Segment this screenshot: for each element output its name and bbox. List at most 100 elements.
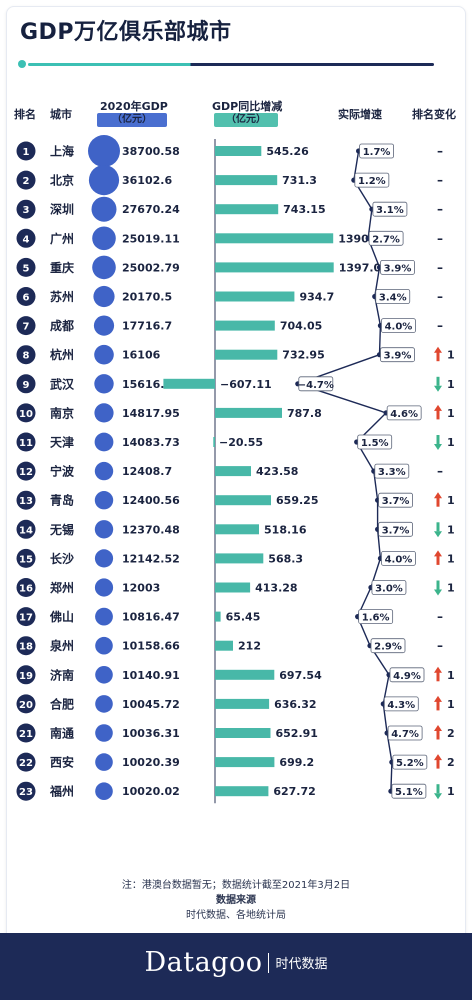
growth-label-box bbox=[381, 318, 416, 334]
rank-badge bbox=[16, 316, 36, 336]
arrow-up-icon bbox=[434, 346, 442, 353]
rank-change-none: – bbox=[437, 639, 443, 653]
gdp-bubble bbox=[94, 461, 114, 481]
change-bar bbox=[215, 262, 334, 273]
arrow-up-icon-stem bbox=[436, 352, 440, 362]
rank-badge bbox=[16, 490, 36, 510]
growth-value-label: −4.7% bbox=[298, 380, 334, 391]
change-bar bbox=[163, 378, 215, 389]
gdp-bubble bbox=[94, 432, 114, 452]
change-value-label: 934.7 bbox=[299, 291, 334, 304]
growth-label-box bbox=[380, 347, 415, 363]
gdp-value-label: 10020.02 bbox=[122, 785, 180, 798]
rank-change-value: 1 bbox=[447, 785, 455, 798]
footer-banner: Datagoo 时代数据 bbox=[0, 933, 472, 1000]
growth-label-box bbox=[372, 201, 408, 217]
rank-change-value: 1 bbox=[447, 669, 455, 682]
header-gdp: 2020年GDP bbox=[100, 100, 168, 113]
gdp-bubble bbox=[94, 344, 114, 365]
rank-badge bbox=[16, 287, 36, 306]
rank-change-none: – bbox=[437, 202, 443, 216]
city-name: 福州 bbox=[49, 784, 74, 799]
arrow-down-icon bbox=[434, 793, 442, 800]
city-name: 济南 bbox=[50, 667, 74, 682]
rank-change-value: 1 bbox=[447, 407, 455, 420]
arrow-down-icon-stem bbox=[436, 784, 440, 794]
city-name: 佛山 bbox=[49, 609, 74, 624]
rank-number: 13 bbox=[19, 496, 33, 507]
gdp-value-label: 12370.48 bbox=[122, 523, 180, 536]
rank-badge bbox=[16, 781, 36, 801]
city-name: 北京 bbox=[50, 173, 74, 188]
city-name: 宁波 bbox=[50, 464, 75, 479]
gdp-bubble bbox=[94, 374, 114, 394]
gdp-value-label: 10816.47 bbox=[122, 611, 180, 624]
change-bar bbox=[215, 146, 262, 156]
change-value-label: 659.25 bbox=[276, 494, 318, 507]
city-name: 西安 bbox=[50, 755, 74, 770]
arrow-up-icon bbox=[434, 666, 442, 673]
change-value-label: 697.54 bbox=[279, 669, 322, 682]
gdp-value-label: 10158.66 bbox=[122, 640, 180, 653]
arrow-down-icon-stem bbox=[436, 435, 440, 444]
growth-value-label: 5.2% bbox=[396, 758, 424, 769]
source-label: 数据来源 bbox=[216, 895, 256, 906]
growth-value-label: 1.2% bbox=[358, 176, 386, 187]
gdp-value-label: 15616.1 bbox=[122, 378, 172, 391]
gdp-bubble bbox=[94, 403, 114, 423]
change-bar bbox=[215, 407, 282, 418]
change-value-label: 568.3 bbox=[268, 552, 303, 565]
growth-label-box bbox=[359, 143, 395, 159]
rank-number: 6 bbox=[23, 293, 30, 304]
growth-value-label: 1.5% bbox=[361, 438, 389, 449]
rank-badge bbox=[16, 694, 36, 714]
change-bar bbox=[213, 437, 215, 447]
change-bar bbox=[215, 669, 275, 680]
growth-label-box bbox=[389, 667, 425, 683]
gdp-value-label: 10045.72 bbox=[122, 698, 180, 711]
growth-value-label: 3.3% bbox=[378, 467, 406, 478]
rank-number: 8 bbox=[23, 351, 30, 362]
city-name: 长沙 bbox=[50, 551, 74, 566]
change-value-label: 699.2 bbox=[279, 756, 314, 769]
arrow-up-icon-stem bbox=[436, 555, 440, 565]
rank-number: 20 bbox=[19, 700, 33, 711]
header-gdp-unit: （亿元） bbox=[97, 113, 167, 127]
gdp-bubble bbox=[88, 135, 120, 167]
rank-badge bbox=[16, 257, 36, 277]
rank-change-none: – bbox=[437, 144, 443, 158]
growth-value-label: 3.9% bbox=[384, 263, 412, 274]
rank-number: 12 bbox=[19, 467, 33, 478]
change-value-label: −607.11 bbox=[220, 378, 272, 391]
rank-badge bbox=[16, 432, 36, 452]
change-bar bbox=[215, 553, 264, 564]
change-value-label: 731.3 bbox=[282, 174, 317, 187]
arrow-up-icon bbox=[434, 695, 442, 702]
change-bar bbox=[215, 524, 259, 535]
gdp-bubble bbox=[95, 695, 113, 713]
change-bar bbox=[215, 728, 271, 738]
growth-value-label: 1.7% bbox=[363, 147, 391, 158]
arrow-up-icon-stem bbox=[436, 759, 440, 769]
change-bar bbox=[215, 698, 270, 709]
arrow-down-icon-stem bbox=[436, 580, 440, 590]
growth-label-box bbox=[358, 609, 394, 624]
gdp-bubble bbox=[93, 285, 115, 308]
growth-value-label: 2.7% bbox=[372, 234, 400, 245]
rank-badge bbox=[16, 403, 36, 423]
growth-label-box bbox=[392, 754, 428, 770]
header-change: GDP同比增减 bbox=[212, 100, 283, 113]
rank-change-none: – bbox=[437, 464, 443, 478]
arrow-up-icon-stem bbox=[436, 410, 440, 420]
change-bar bbox=[215, 349, 278, 360]
city-name: 南京 bbox=[50, 405, 74, 420]
gdp-bubble bbox=[91, 196, 117, 222]
change-bar bbox=[215, 204, 279, 215]
change-value-label: 423.58 bbox=[256, 465, 298, 478]
growth-label-box bbox=[370, 638, 406, 654]
gdp-bubble bbox=[95, 782, 113, 800]
arrow-up-icon-stem bbox=[436, 701, 440, 711]
city-name: 青岛 bbox=[50, 493, 74, 508]
growth-label-box bbox=[357, 434, 393, 450]
arrow-up-icon-stem bbox=[436, 497, 440, 507]
